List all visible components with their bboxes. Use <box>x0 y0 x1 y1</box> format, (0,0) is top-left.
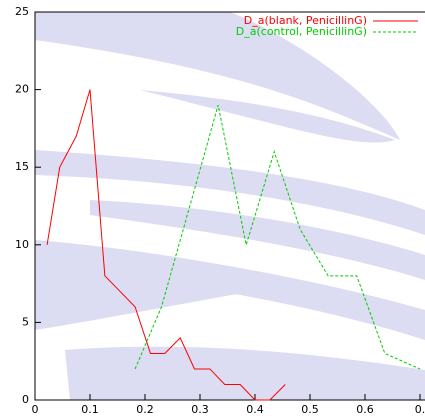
chart: 051015202500.10.20.30.40.50.60.D_a(blank… <box>0 0 425 418</box>
x-tick-label: 0.6 <box>356 403 374 416</box>
y-tick-label: 5 <box>22 315 29 328</box>
y-tick-label: 15 <box>15 160 29 173</box>
x-tick-label: 0.2 <box>136 403 154 416</box>
y-tick-label: 25 <box>15 5 29 18</box>
background-art <box>35 12 425 400</box>
x-tick-label: 0. <box>415 403 425 416</box>
legend-label: D_a(control, PenicillinG) <box>236 25 367 38</box>
y-tick-label: 10 <box>15 238 29 251</box>
x-tick-label: 0.1 <box>81 403 99 416</box>
y-tick-label: 20 <box>15 83 29 96</box>
y-tick-label: 0 <box>22 393 29 406</box>
x-tick-label: 0.4 <box>246 403 264 416</box>
x-tick-label: 0 <box>32 403 39 416</box>
x-tick-label: 0.5 <box>301 403 319 416</box>
x-tick-label: 0.3 <box>191 403 209 416</box>
